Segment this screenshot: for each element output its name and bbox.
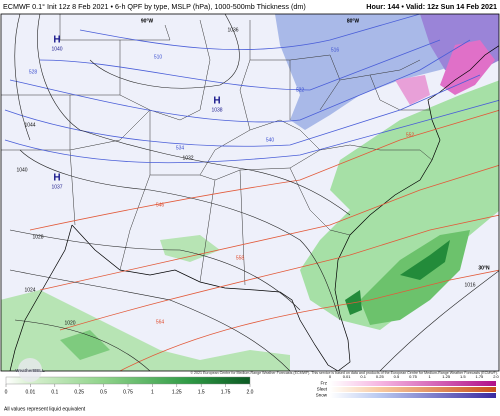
- rain-area: [160, 235, 220, 262]
- thickness-label: 534: [176, 145, 185, 151]
- thickness-cold: [4, 14, 499, 164]
- type-tick-label: 1.25: [442, 374, 451, 379]
- high-symbol: H: [53, 173, 60, 184]
- type-label: Snow: [316, 393, 328, 398]
- isobar-label: 1020: [64, 320, 75, 326]
- type-tick-label: 0.75: [409, 374, 418, 379]
- type-tick-label: 0.25: [376, 374, 385, 379]
- high-pressure: 1038: [211, 107, 222, 113]
- rain-tick-label: 0.5: [100, 389, 107, 395]
- high-symbol: H: [53, 35, 60, 46]
- thickness-label: 552: [406, 132, 415, 138]
- thickness-label: 564: [156, 319, 165, 325]
- rain-area: [60, 330, 110, 360]
- thickness-warm: [29, 109, 499, 371]
- high-symbol: H: [213, 96, 220, 107]
- thickness-label: 546: [156, 202, 165, 208]
- isobar-label: 1036: [227, 27, 238, 33]
- rain-tick-label: 0.01: [26, 389, 36, 395]
- rain-tick-label: 0.25: [74, 389, 84, 395]
- type-tick-label: 1: [428, 374, 431, 379]
- isobars: [9, 14, 499, 371]
- legend: All values represent liquid equivalent ©…: [4, 358, 500, 412]
- rain-tick-label: 1: [151, 389, 154, 395]
- graticule-label: 30°N: [478, 265, 490, 271]
- header-right: Hour: 144 • Valid: 12z Sun 14 Feb 2021: [366, 2, 497, 11]
- isobar-label: 1044: [24, 122, 35, 128]
- logo: WeatherBELL: [15, 368, 45, 373]
- isobar-label: 1024: [24, 287, 35, 293]
- type-label: Frz: [321, 381, 328, 386]
- graticule-label: 90°W: [141, 18, 154, 24]
- copyright: © 2021 European Centre for Medium-Range …: [190, 371, 498, 375]
- thickness-label: 528: [29, 69, 38, 75]
- thickness-label: 558: [236, 255, 245, 261]
- rain-tick-label: 0: [5, 389, 8, 395]
- state-borders: [1, 14, 433, 286]
- type-tick-label: 1.75: [476, 374, 485, 379]
- type-tick-label: 0.5: [394, 374, 400, 379]
- thickness-label: 510: [154, 54, 163, 60]
- type-tick-label: 0.1: [360, 374, 366, 379]
- rain-tick-label: 0.75: [123, 389, 133, 395]
- map-frame: [0, 13, 500, 372]
- rain-colorbar: [5, 376, 251, 385]
- header-left: ECMWF 0.1° Init 12z 8 Feb 2021 • 6-h QPF…: [3, 2, 306, 11]
- isobar-label: 1032: [182, 155, 193, 161]
- logo-mark: [18, 358, 42, 382]
- thickness-label: 540: [266, 137, 275, 143]
- isobar-label: 1028: [32, 234, 43, 240]
- rain-tick-label: 1.75: [221, 389, 231, 395]
- legend-note: All values represent liquid equivalent: [4, 406, 86, 412]
- rain-tick-label: 1.5: [198, 389, 205, 395]
- isobar-label: 1016: [464, 282, 475, 288]
- type-tick-label: 0: [329, 374, 332, 379]
- type-tick-label: 2.0: [493, 374, 499, 379]
- high-pressure: 1040: [51, 46, 62, 52]
- thickness-label: 522: [296, 87, 305, 93]
- thickness-label: 516: [331, 47, 340, 53]
- type-label: Sleet: [317, 387, 328, 392]
- map-labels: H1040H1038H10375105165225285345405465525…: [16, 18, 490, 326]
- graticule-label: 80°W: [347, 18, 360, 24]
- rain-tick-label: 1.25: [172, 389, 182, 395]
- isobar-label: 1040: [16, 167, 27, 173]
- rain-tick-label: 0.1: [51, 389, 58, 395]
- high-pressure: 1037: [51, 184, 62, 190]
- rain-tick-label: 2.0: [247, 389, 254, 395]
- rain-area: [300, 80, 499, 330]
- map: H1040H1038H10375105165225285345405465525…: [0, 13, 500, 372]
- snow-colorbar: [330, 393, 496, 398]
- type-tick-label: 0.01: [343, 374, 352, 379]
- rain-heavy: [400, 240, 450, 280]
- sleet-colorbar: [330, 387, 496, 392]
- freezing-area: [395, 75, 430, 105]
- type-tick-label: 1.5: [460, 374, 466, 379]
- freezing-colorbar: [330, 381, 496, 386]
